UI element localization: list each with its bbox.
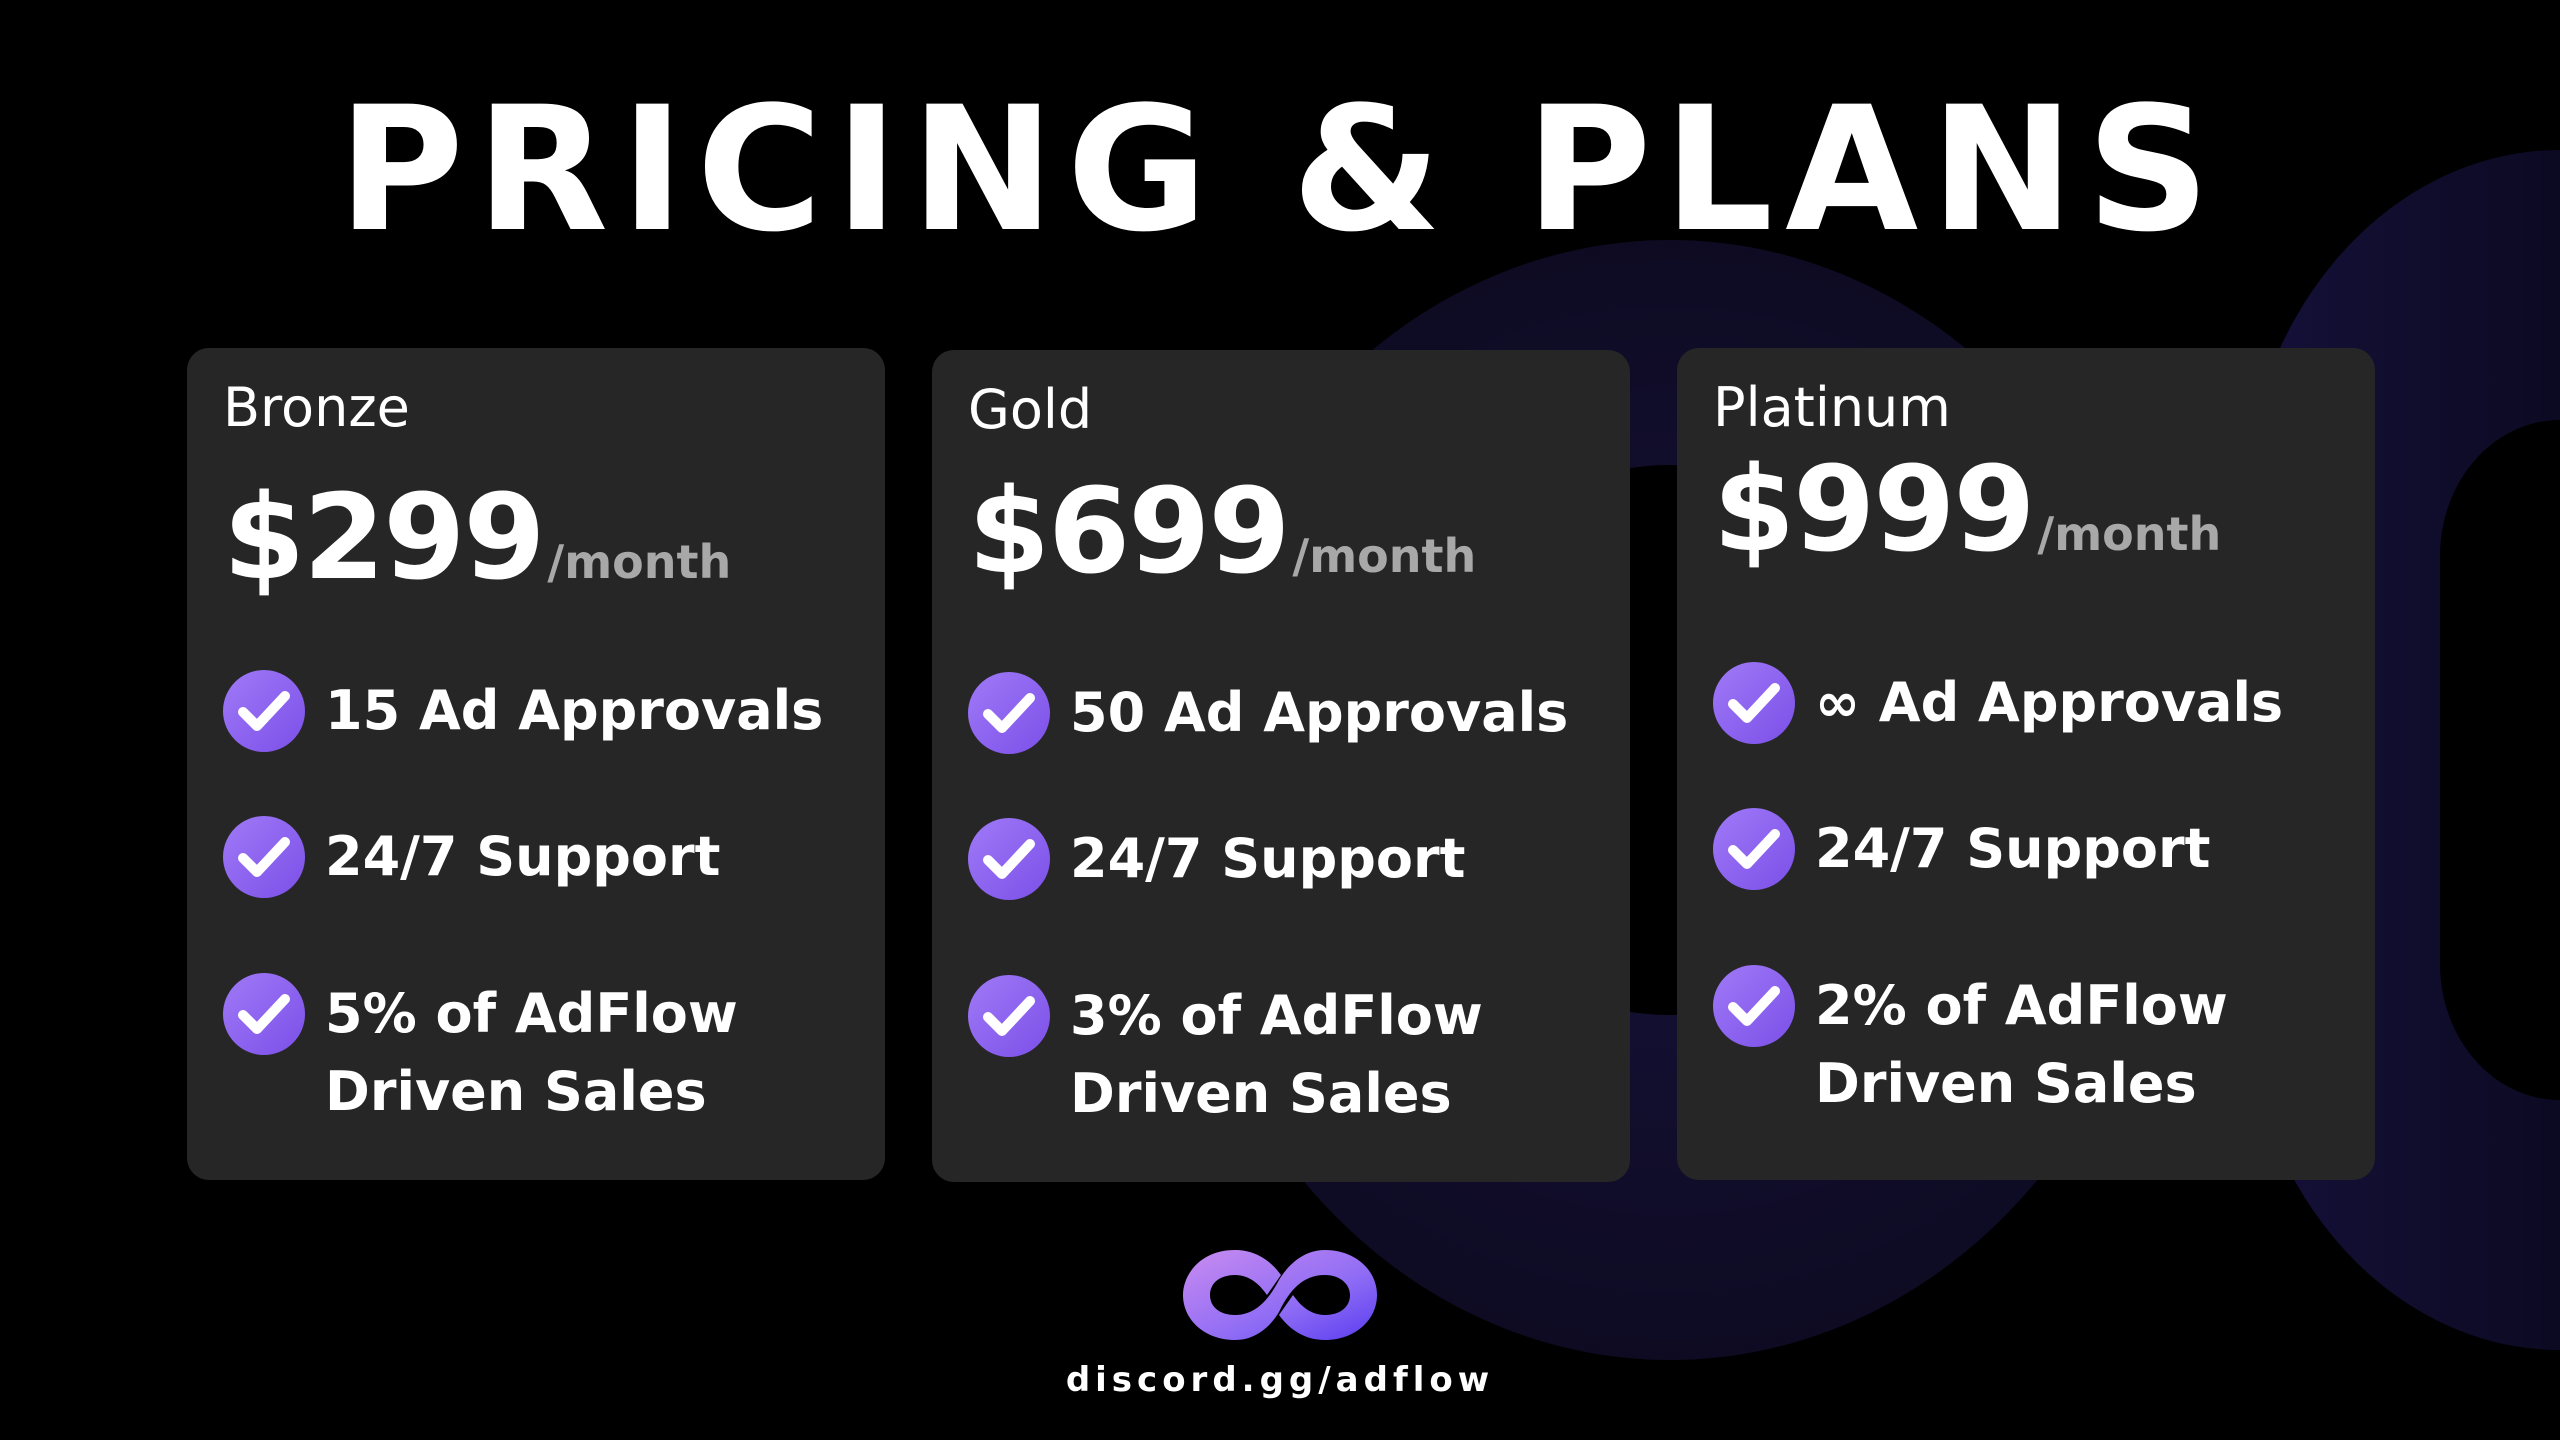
price-amount: $699 — [968, 462, 1290, 600]
check-circle-icon — [968, 672, 1050, 754]
plan-name: Gold — [968, 378, 1093, 441]
feature-text: 5% of AdFlow Driven Sales — [325, 982, 738, 1123]
feature-text: 24/7 Support — [325, 825, 721, 888]
plan-price: $699/month — [968, 462, 1476, 600]
check-circle-icon — [968, 818, 1050, 900]
price-period: /month — [547, 535, 732, 589]
feature-item: 5% of AdFlow Driven Sales — [223, 973, 738, 1131]
feature-item: 2% of AdFlow Driven Sales — [1713, 965, 2228, 1123]
price-amount: $999 — [1713, 440, 2035, 578]
page-title: PRICING & PLANS — [337, 69, 2223, 270]
feature-text: 24/7 Support — [1815, 817, 2211, 880]
check-circle-icon — [223, 816, 305, 898]
feature-item: 24/7 Support — [1713, 808, 2210, 890]
price-period: /month — [2037, 507, 2222, 561]
plan-price: $299/month — [223, 468, 731, 606]
price-period: /month — [1292, 529, 1477, 583]
check-circle-icon — [1713, 662, 1795, 744]
check-circle-icon — [1713, 808, 1795, 890]
feature-text: 15 Ad Approvals — [325, 679, 824, 742]
infinity-logo-icon — [1183, 1250, 1377, 1340]
feature-item: 24/7 Support — [968, 818, 1465, 900]
discord-link[interactable]: discord.gg/adflow — [1065, 1360, 1495, 1400]
feature-text: 24/7 Support — [1070, 827, 1466, 890]
background-shape-hole — [2440, 420, 2560, 1100]
feature-item: 24/7 Support — [223, 816, 720, 898]
feature-item: 50 Ad Approvals — [968, 672, 1568, 754]
feature-text: 50 Ad Approvals — [1070, 681, 1569, 744]
check-circle-icon — [223, 670, 305, 752]
price-amount: $299 — [223, 468, 545, 606]
check-circle-icon — [968, 975, 1050, 1057]
feature-item: ∞ Ad Approvals — [1713, 662, 2283, 744]
feature-text: ∞ Ad Approvals — [1815, 671, 2284, 734]
feature-text: 3% of AdFlow Driven Sales — [1070, 984, 1483, 1125]
feature-text: 2% of AdFlow Driven Sales — [1815, 974, 2228, 1115]
feature-item: 3% of AdFlow Driven Sales — [968, 975, 1483, 1133]
plan-price: $999/month — [1713, 440, 2221, 578]
plan-card-gold: Gold $699/month 50 Ad Approvals 24/7 Sup… — [932, 350, 1630, 1182]
plan-card-platinum: Platinum $999/month ∞ Ad Approvals 24/7 … — [1677, 348, 2375, 1180]
plan-name: Bronze — [223, 376, 410, 439]
check-circle-icon — [223, 973, 305, 1055]
plan-card-bronze: Bronze $299/month 15 Ad Approvals 24/7 S… — [187, 348, 885, 1180]
plan-name: Platinum — [1713, 376, 1951, 439]
check-circle-icon — [1713, 965, 1795, 1047]
feature-item: 15 Ad Approvals — [223, 670, 823, 752]
